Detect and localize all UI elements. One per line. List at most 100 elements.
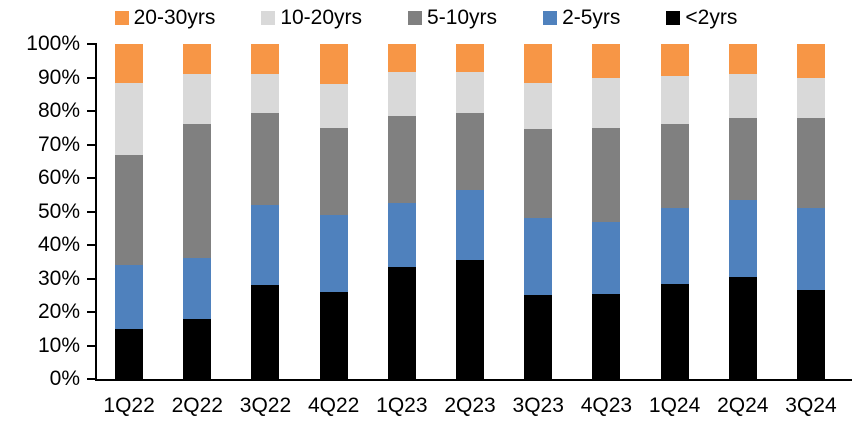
bar-segment-<2yrs (251, 285, 280, 379)
bar-segment-2-5yrs (660, 208, 689, 284)
bar-segment-10-20yrs (319, 84, 348, 128)
y-tick-label: 10% (37, 333, 80, 357)
bar-segment-10-20yrs (387, 72, 416, 117)
y-tick-mark (87, 378, 96, 380)
x-category-label: 1Q23 (376, 394, 428, 417)
y-axis-line (95, 43, 97, 381)
y-tick-mark (87, 143, 96, 146)
legend-item-0: 20-30yrs (114, 5, 216, 31)
y-tick-mark (87, 277, 96, 280)
legend-swatch-icon (261, 11, 276, 25)
x-category-label: 3Q22 (239, 394, 292, 417)
bar-segment-10-20yrs (183, 74, 212, 125)
bar-slot-1Q24 (641, 44, 709, 379)
bar-4Q22 (319, 44, 348, 379)
y-tick-label: 90% (37, 65, 80, 89)
y-tick-mark (87, 244, 96, 246)
bar-slot-3Q23 (504, 44, 572, 379)
bar-segment-2-5yrs (183, 258, 212, 319)
bar-segment-5-10yrs (728, 117, 757, 200)
bar-segment-2-5yrs (319, 214, 348, 292)
bar-segment-2-5yrs (115, 265, 144, 329)
bar-segment-10-20yrs (251, 74, 280, 113)
y-tick-mark (87, 210, 96, 213)
bar-1Q23 (387, 44, 416, 379)
x-category-label: 3Q24 (785, 394, 837, 417)
bar-segment-5-10yrs (387, 116, 416, 204)
bar-segment-<2yrs (115, 328, 144, 379)
bar-3Q24 (796, 44, 825, 379)
bar-4Q23 (592, 44, 621, 379)
bar-segment-5-10yrs (796, 117, 825, 209)
bar-slot-2Q23 (436, 44, 504, 379)
bar-segment-5-10yrs (524, 129, 553, 219)
bar-segment-20-30yrs (796, 44, 825, 78)
legend-item-2: 5-10yrs (408, 5, 497, 31)
legend-swatch-icon (666, 11, 681, 25)
bar-3Q23 (524, 44, 553, 379)
bar-segment-5-10yrs (660, 124, 689, 209)
bar-slot-2Q22 (163, 44, 231, 379)
bar-slot-1Q23 (368, 44, 436, 379)
legend-item-4: <2yrs (666, 5, 737, 31)
bar-segment-20-30yrs (251, 44, 280, 75)
bar-3Q22 (251, 44, 280, 379)
bar-segment-10-20yrs (660, 75, 689, 125)
bar-segment-5-10yrs (319, 127, 348, 215)
bar-2Q23 (456, 44, 484, 379)
bar-segment-<2yrs (387, 266, 416, 379)
bar-segment-20-30yrs (115, 44, 144, 83)
bar-segment-2-5yrs (387, 203, 416, 267)
y-tick-label: 60% (37, 166, 80, 189)
legend-swatch-icon (114, 11, 129, 25)
y-tick-label: 100% (26, 32, 80, 55)
bar-segment-2-5yrs (251, 204, 280, 286)
bar-segment-2-5yrs (592, 221, 621, 294)
bar-segment-10-20yrs (115, 82, 144, 155)
legend-swatch-icon (408, 11, 423, 25)
x-category-label: 4Q23 (580, 394, 633, 417)
legend-item-1: 10-20yrs (261, 5, 362, 31)
legend-label: 5-10yrs (427, 6, 498, 29)
bar-segment-10-20yrs (456, 72, 484, 113)
bar-segment-5-10yrs (251, 112, 280, 205)
bar-segment-<2yrs (592, 293, 621, 379)
bar-segment-5-10yrs (115, 154, 144, 266)
x-category-label: 2Q22 (171, 394, 223, 417)
bar-segment-2-5yrs (796, 208, 825, 291)
x-category-label: 2Q24 (717, 394, 769, 417)
y-tick-mark (87, 110, 96, 112)
bar-slot-3Q24 (777, 44, 845, 379)
bar-1Q24 (660, 44, 689, 379)
x-category-label: 2Q23 (444, 394, 496, 417)
bar-segment-10-20yrs (728, 74, 757, 118)
y-tick-label: 30% (37, 266, 80, 290)
bar-slot-3Q22 (231, 44, 299, 379)
bar-segment-<2yrs (660, 283, 689, 379)
x-axis-line (95, 379, 852, 381)
legend-item-3: 2-5yrs (543, 5, 620, 31)
y-tick-label: 40% (37, 233, 80, 256)
y-tick-label: 20% (37, 300, 80, 323)
y-tick-mark (87, 43, 96, 45)
y-tick-mark (87, 311, 96, 313)
y-tick-label: 0% (49, 367, 80, 390)
bar-1Q22 (115, 44, 144, 379)
y-tick-label: 70% (37, 132, 80, 156)
x-category-label: 1Q22 (103, 394, 155, 417)
bar-slot-4Q22 (300, 44, 368, 379)
plot-area (95, 44, 845, 379)
legend-label: 10-20yrs (280, 6, 363, 29)
bar-slot-1Q22 (95, 44, 163, 379)
bar-slot-2Q24 (709, 44, 777, 379)
x-category-label: 3Q23 (512, 394, 564, 417)
bar-segment-20-30yrs (524, 44, 553, 83)
bar-segment-10-20yrs (524, 82, 553, 130)
legend-label: 20-30yrs (133, 6, 216, 29)
bar-segment-5-10yrs (456, 112, 484, 190)
bar-slot-4Q23 (572, 44, 640, 379)
bar-segment-20-30yrs (592, 44, 621, 78)
bar-segment-5-10yrs (183, 124, 212, 259)
bar-segment-<2yrs (456, 260, 484, 379)
